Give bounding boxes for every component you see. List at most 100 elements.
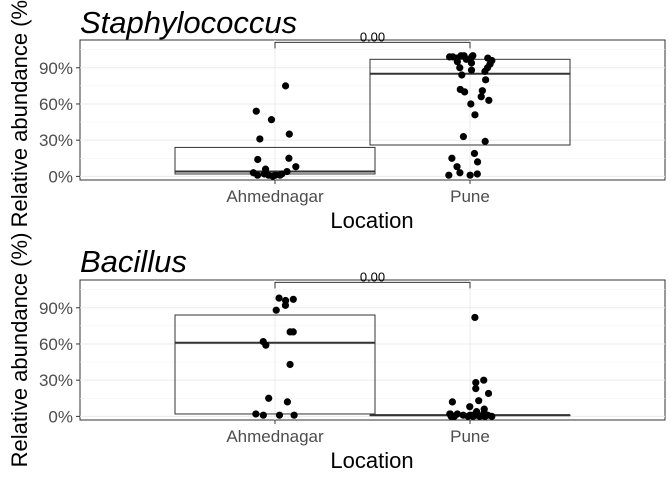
data-point [275, 294, 283, 302]
data-point [468, 53, 476, 61]
data-point [456, 64, 464, 72]
data-point [456, 169, 464, 177]
data-point [464, 412, 472, 420]
y-axis-title: Relative abundance (%) [7, 0, 32, 227]
chart-title: Staphylococcus [80, 5, 297, 40]
data-points [252, 294, 496, 420]
data-point [484, 389, 493, 398]
data-point [458, 71, 466, 79]
chart-title: Bacillus [80, 244, 187, 279]
x-axis-ticks: Ahmednagar Pune [226, 420, 490, 446]
data-point [283, 398, 292, 406]
data-point [471, 111, 479, 119]
data-point [481, 412, 489, 420]
data-point [256, 135, 264, 143]
comparison-p-value: 0.00 [360, 29, 385, 44]
x-tick-label: Pune [450, 427, 490, 446]
data-point [467, 66, 476, 74]
y-tick-label: 60% [39, 95, 73, 114]
comparison-p-value: 0.00 [360, 269, 385, 284]
data-point [252, 410, 260, 418]
data-point [269, 172, 277, 180]
data-point [276, 171, 284, 179]
x-tick-label: Ahmednagar [226, 187, 324, 206]
y-tick-label: 30% [39, 131, 73, 150]
data-point [265, 394, 273, 402]
data-point [459, 132, 468, 141]
data-point [453, 58, 461, 66]
data-point [482, 76, 490, 84]
data-point [480, 376, 488, 384]
data-point [448, 398, 456, 406]
data-point [254, 155, 262, 164]
data-point [473, 170, 481, 178]
chart-panel-bacillus: Bacillus 0.00 0% 30% 60% 90% Ahmednagar Pune… [7, 233, 666, 473]
data-point [461, 88, 469, 96]
data-point [253, 171, 262, 179]
data-point [475, 397, 483, 405]
y-axis-ticks: 0% 30% 60% 90% [39, 299, 80, 426]
data-point [470, 149, 479, 158]
plot-border [79, 39, 666, 181]
plot-border [79, 279, 666, 421]
x-axis-title: Location [330, 208, 413, 233]
data-point [466, 171, 474, 179]
data-point [281, 301, 290, 309]
y-tick-label: 90% [39, 299, 73, 318]
data-point [281, 82, 290, 90]
y-tick-label: 0% [48, 407, 73, 426]
gridlines [80, 40, 665, 180]
data-point [471, 313, 479, 322]
data-point [259, 411, 267, 419]
data-point [286, 360, 294, 369]
data-point [472, 378, 480, 387]
chart-panel-staphylococcus: Staphylococcus 0.00 0% 30% 60% 90% Ahmednag… [7, 0, 666, 233]
data-point [467, 59, 476, 67]
y-tick-label: 0% [48, 167, 73, 186]
x-tick-label: Pune [450, 187, 490, 206]
data-point [473, 158, 482, 166]
data-point [289, 328, 297, 336]
data-point [467, 100, 475, 108]
boxes [174, 58, 571, 175]
data-point [472, 385, 480, 393]
data-point [285, 130, 293, 138]
box-ahmednagar [174, 314, 376, 415]
y-axis-title: Relative abundance (%) [7, 233, 32, 468]
gridlines [80, 280, 665, 420]
y-tick-label: 60% [39, 335, 73, 354]
data-point [481, 137, 489, 145]
data-point [275, 411, 284, 419]
data-point [292, 163, 300, 171]
boxes [174, 314, 571, 417]
data-point [478, 87, 486, 95]
bracket-line [274, 41, 471, 49]
data-point [445, 171, 453, 179]
data-point [262, 341, 270, 349]
data-point [481, 67, 489, 75]
data-point [267, 116, 276, 124]
x-tick-label: Ahmednagar [226, 427, 324, 446]
data-point [285, 154, 293, 162]
data-point [477, 93, 485, 101]
data-point [462, 55, 470, 63]
x-axis-title: Location [330, 448, 413, 473]
comparison-bracket: 0.00 [274, 29, 471, 49]
data-point [445, 53, 454, 61]
data-point [272, 306, 280, 314]
data-point [466, 403, 474, 411]
data-point [450, 412, 458, 420]
data-point [252, 107, 260, 115]
data-points [249, 52, 496, 180]
data-point [453, 163, 461, 171]
y-tick-label: 30% [39, 371, 73, 390]
data-point [485, 96, 493, 104]
data-point [488, 412, 496, 420]
data-point [289, 295, 297, 303]
bracket-line [274, 281, 471, 289]
box-iqr [174, 314, 376, 415]
data-point [448, 154, 456, 162]
x-axis-ticks: Ahmednagar Pune [226, 180, 490, 206]
y-tick-label: 90% [39, 59, 73, 78]
